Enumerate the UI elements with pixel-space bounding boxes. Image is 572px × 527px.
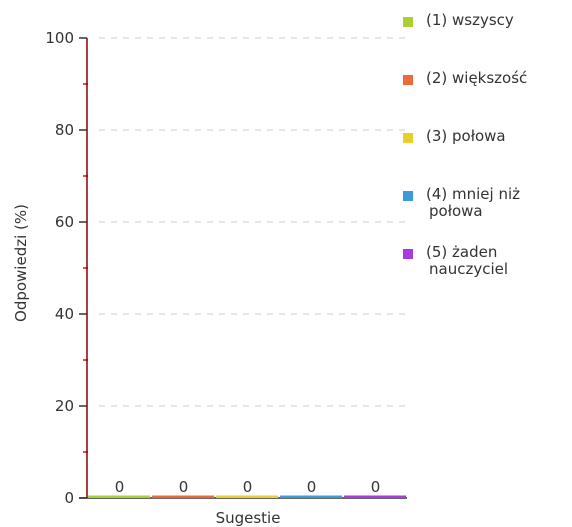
y-tick-label: 40 xyxy=(55,305,74,323)
legend-label: (3) połowa xyxy=(426,127,506,145)
x-axis-label: Sugestie xyxy=(216,509,281,527)
legend-swatch xyxy=(403,249,413,259)
bar-5 xyxy=(344,495,406,498)
bar-data-label: 0 xyxy=(243,478,253,496)
bar-1 xyxy=(88,495,150,498)
legend-swatch xyxy=(403,17,413,27)
legend-label: (4) mniej niż połowa xyxy=(426,185,521,220)
bar-data-label: 0 xyxy=(179,478,189,496)
bar-data-label: 0 xyxy=(115,478,125,496)
bar-data-label: 0 xyxy=(307,478,317,496)
legend-swatch xyxy=(403,191,413,201)
bar-3 xyxy=(216,495,278,498)
legend-swatch xyxy=(403,75,413,85)
legend-label: (1) wszyscy xyxy=(426,11,514,29)
legend-item: (1) wszyscy xyxy=(403,12,568,70)
chart-legend: (1) wszyscy (2) większość (3) połowa (4) mn… xyxy=(403,12,568,302)
legend-swatch xyxy=(403,133,413,143)
legend-item: (3) połowa xyxy=(403,128,568,186)
y-tick-label: 100 xyxy=(45,29,74,47)
legend-label: (2) większość xyxy=(426,69,528,87)
bar-2 xyxy=(152,495,214,498)
y-tick-label: 80 xyxy=(55,121,74,139)
y-tick-label: 20 xyxy=(55,397,74,415)
bar-4 xyxy=(280,495,342,498)
bar-data-label: 0 xyxy=(371,478,381,496)
legend-item: (2) większość xyxy=(403,70,568,128)
y-tick-label: 60 xyxy=(55,213,74,231)
y-tick-label: 0 xyxy=(64,489,74,507)
legend-item: (4) mniej niż połowa xyxy=(403,186,568,244)
y-axis-label: Odpowiedzi (%) xyxy=(12,204,30,322)
legend-label: (5) żaden nauczyciel xyxy=(426,243,509,278)
legend-item: (5) żaden nauczyciel xyxy=(403,244,568,302)
